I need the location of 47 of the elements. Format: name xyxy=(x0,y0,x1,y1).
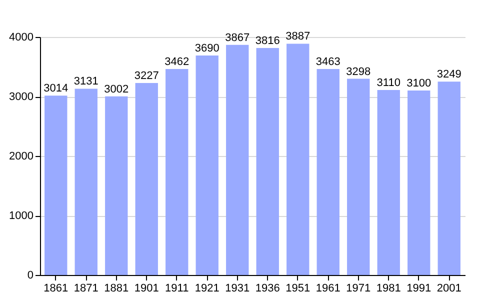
x-tick-label: 1961 xyxy=(316,282,340,294)
x-tick-label: 1981 xyxy=(376,282,401,294)
data-label: 3463 xyxy=(316,56,340,68)
bar xyxy=(316,68,340,275)
data-label: 3131 xyxy=(74,76,98,88)
data-label: 3100 xyxy=(406,78,432,90)
x-tick-label: 1911 xyxy=(165,282,189,294)
x-tick-label: 1936 xyxy=(255,282,280,294)
bar xyxy=(135,82,158,275)
bar xyxy=(44,96,68,275)
bar xyxy=(166,69,188,275)
x-tick-label: 1991 xyxy=(406,282,432,294)
bar xyxy=(196,55,218,275)
x-tick-label: 1901 xyxy=(134,282,159,294)
bar xyxy=(105,96,128,275)
data-label: 3816 xyxy=(255,34,280,47)
data-label: 3014 xyxy=(44,82,68,95)
data-label: 3867 xyxy=(225,32,250,44)
x-tick-label: 1921 xyxy=(194,282,220,294)
bar xyxy=(256,48,279,275)
bar xyxy=(347,78,370,275)
bar xyxy=(286,44,310,275)
x-tick-label: 1861 xyxy=(44,282,68,294)
y-tick-label: 0 xyxy=(27,270,34,282)
data-label: 3227 xyxy=(134,70,159,82)
x-tick-label: 1951 xyxy=(286,282,310,294)
bar xyxy=(377,90,400,275)
bar xyxy=(438,82,460,275)
y-tick-label: 3000 xyxy=(9,91,34,103)
x-tick-label: 2001 xyxy=(436,282,462,294)
data-label: 3110 xyxy=(376,76,400,89)
x-tick-label: 1931 xyxy=(225,282,250,294)
x-tick-label: 1871 xyxy=(74,282,98,294)
bar xyxy=(74,88,98,275)
y-tick-label: 4000 xyxy=(9,32,34,44)
x-tick-label: 1881 xyxy=(104,282,129,294)
data-label: 3462 xyxy=(164,56,190,68)
bar xyxy=(226,44,249,275)
data-label: 3887 xyxy=(286,30,310,43)
data-label: 3298 xyxy=(346,66,371,78)
bar xyxy=(408,90,430,275)
y-tick-label: 2000 xyxy=(9,150,34,162)
data-label: 3002 xyxy=(104,83,129,96)
data-label: 3690 xyxy=(194,42,220,54)
x-tick-label: 1971 xyxy=(346,282,371,294)
y-tick-label: 1000 xyxy=(9,210,34,222)
data-label: 3249 xyxy=(436,68,462,81)
